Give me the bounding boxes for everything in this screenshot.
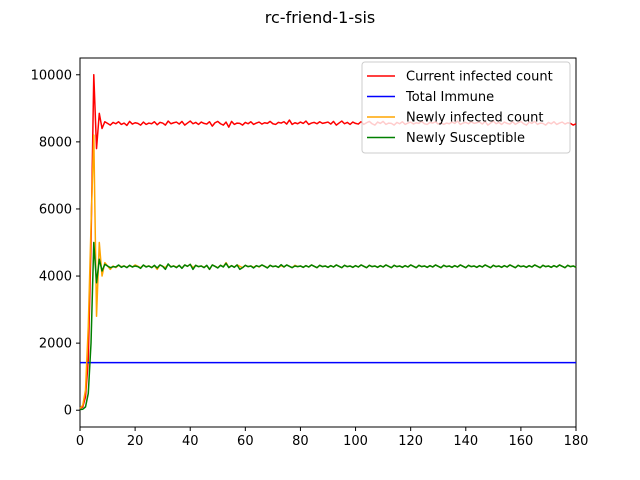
legend-label: Newly infected count: [406, 111, 544, 126]
y-tick-label: 6000: [39, 202, 72, 217]
chart-title: rc-friend-1-sis: [265, 8, 375, 27]
x-tick-label: 0: [76, 434, 84, 449]
legend: Current infected count Total Immune Newly …: [361, 61, 571, 154]
x-tick-label: 40: [182, 434, 199, 449]
series-line-newly-susceptible: [79, 241, 577, 411]
x-tick-label: 100: [343, 434, 368, 449]
y-tick-label: 0: [64, 404, 72, 419]
x-tick-label: 20: [127, 434, 144, 449]
plot-frame: [79, 57, 577, 428]
x-tick-label: 80: [292, 434, 309, 449]
x-tick-label: 160: [508, 434, 533, 449]
x-tick-label: 140: [453, 434, 478, 449]
y-tick-label: 10000: [31, 68, 72, 83]
x-tick-label: 180: [564, 434, 589, 449]
legend-entry-newly-infected-count: Newly infected count: [367, 111, 544, 126]
y-axis: 0 2000 4000 6000 8000 10000: [31, 68, 80, 419]
x-axis: 0 20 40 60 80 100 120 140 160 180: [76, 427, 589, 449]
legend-entry-newly-susceptible: Newly Susceptible: [367, 131, 525, 146]
series-line-newly-infected-count: [79, 134, 577, 410]
legend-entry-total-immune: Total Immune: [367, 90, 494, 105]
y-tick-label: 4000: [39, 270, 72, 285]
x-tick-label: 60: [237, 434, 254, 449]
legend-label: Newly Susceptible: [406, 131, 525, 146]
legend-box: [361, 61, 571, 154]
legend-entry-current-infected-count: Current infected count: [367, 70, 553, 85]
legend-label: Current infected count: [406, 70, 553, 85]
y-tick-label: 8000: [39, 135, 72, 150]
x-tick-label: 120: [398, 434, 423, 449]
y-tick-label: 2000: [39, 337, 72, 352]
legend-label: Total Immune: [405, 90, 494, 105]
